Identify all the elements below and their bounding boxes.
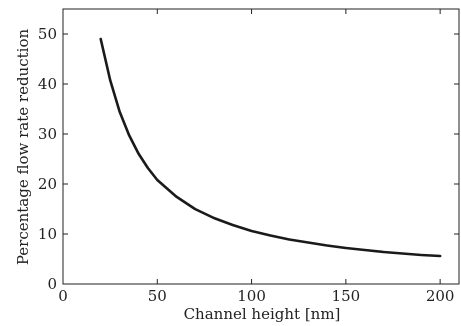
- x-tick-label: 50: [148, 287, 167, 305]
- x-tick-label: 150: [332, 287, 361, 305]
- y-tick-label: 20: [38, 175, 57, 193]
- x-tick-label: 0: [58, 287, 68, 305]
- x-axis-label: Channel height [nm]: [184, 305, 341, 323]
- y-tick-label: 0: [47, 275, 57, 293]
- x-tick-label: 100: [237, 287, 266, 305]
- y-tick-label: 40: [38, 75, 57, 93]
- y-axis-label: Percentage flow rate reduction: [14, 29, 32, 266]
- x-tick-label: 200: [426, 287, 455, 305]
- plot-frame: [62, 8, 460, 285]
- y-tick-label: 10: [38, 225, 57, 243]
- series-line-0: [99, 37, 442, 258]
- y-tick-label: 50: [38, 25, 57, 43]
- y-tick-label: 30: [38, 125, 57, 143]
- plot-area: 0 50 100 150 200 0 10 20 30 40 50: [38, 8, 460, 305]
